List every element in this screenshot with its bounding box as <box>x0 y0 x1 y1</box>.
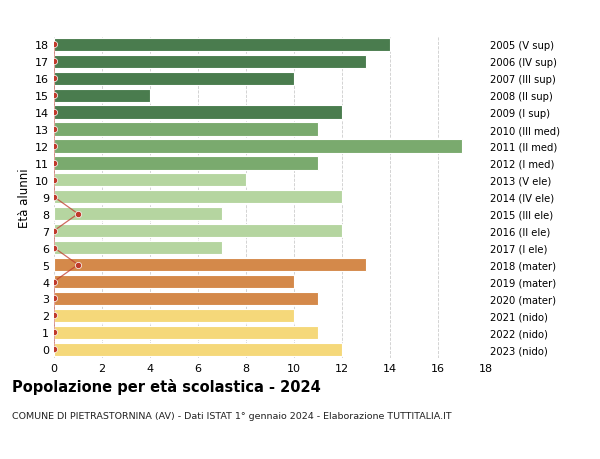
Bar <box>54 106 342 119</box>
Y-axis label: Età alunni: Età alunni <box>18 168 31 227</box>
Bar <box>54 241 222 255</box>
Bar <box>54 343 342 356</box>
Bar <box>54 174 246 187</box>
Bar <box>54 73 294 85</box>
Bar <box>54 140 462 153</box>
Text: COMUNE DI PIETRASTORNINA (AV) - Dati ISTAT 1° gennaio 2024 - Elaborazione TUTTIT: COMUNE DI PIETRASTORNINA (AV) - Dati IST… <box>12 411 452 420</box>
Bar <box>54 275 294 289</box>
Bar <box>54 39 390 52</box>
Bar <box>54 258 366 272</box>
Text: Popolazione per età scolastica - 2024: Popolazione per età scolastica - 2024 <box>12 379 321 395</box>
Bar <box>54 292 318 305</box>
Bar <box>54 309 294 322</box>
Bar <box>54 123 318 136</box>
Bar <box>54 326 318 339</box>
Bar <box>54 157 318 170</box>
Bar <box>54 56 366 69</box>
Bar <box>54 191 342 204</box>
Bar <box>54 224 342 238</box>
Bar <box>54 207 222 221</box>
Bar <box>54 90 150 102</box>
